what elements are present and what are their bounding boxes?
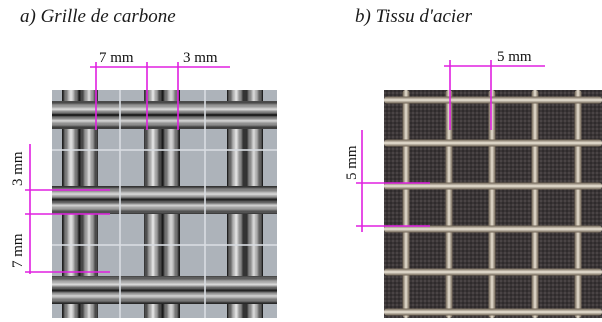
dim-label-3mm-top: 3 mm (183, 50, 218, 66)
dim-label-7mm-side: 7 mm (10, 233, 26, 268)
panel-b-caption: b) Tissu d'acier (355, 6, 473, 27)
steel-horizontal-wire (384, 225, 602, 233)
dim-label-7mm-top: 7 mm (99, 50, 134, 66)
panel-a-caption: a) Grille de carbone (20, 6, 176, 27)
steel-vertical-wire (445, 90, 453, 318)
panel-b-dimension-lines (356, 60, 545, 232)
steel-vertical-wire (574, 90, 582, 318)
dim-label-5mm-top: 5 mm (497, 49, 532, 65)
dim-label-3mm-side: 3 mm (10, 151, 26, 186)
steel-vertical-wire (488, 90, 496, 318)
carbon-grid-image (52, 90, 277, 318)
steel-horizontal-wire (384, 268, 602, 276)
panel-a-dimension-lines (25, 62, 230, 274)
steel-horizontal-wire (384, 96, 602, 104)
steel-horizontal-wire (384, 308, 602, 316)
steel-fabric-image (384, 90, 602, 318)
steel-vertical-wire (531, 90, 539, 318)
steel-horizontal-wire (384, 139, 602, 147)
steel-horizontal-wire (384, 182, 602, 190)
steel-vertical-wire (402, 90, 410, 318)
dim-label-5mm-side: 5 mm (344, 145, 360, 180)
